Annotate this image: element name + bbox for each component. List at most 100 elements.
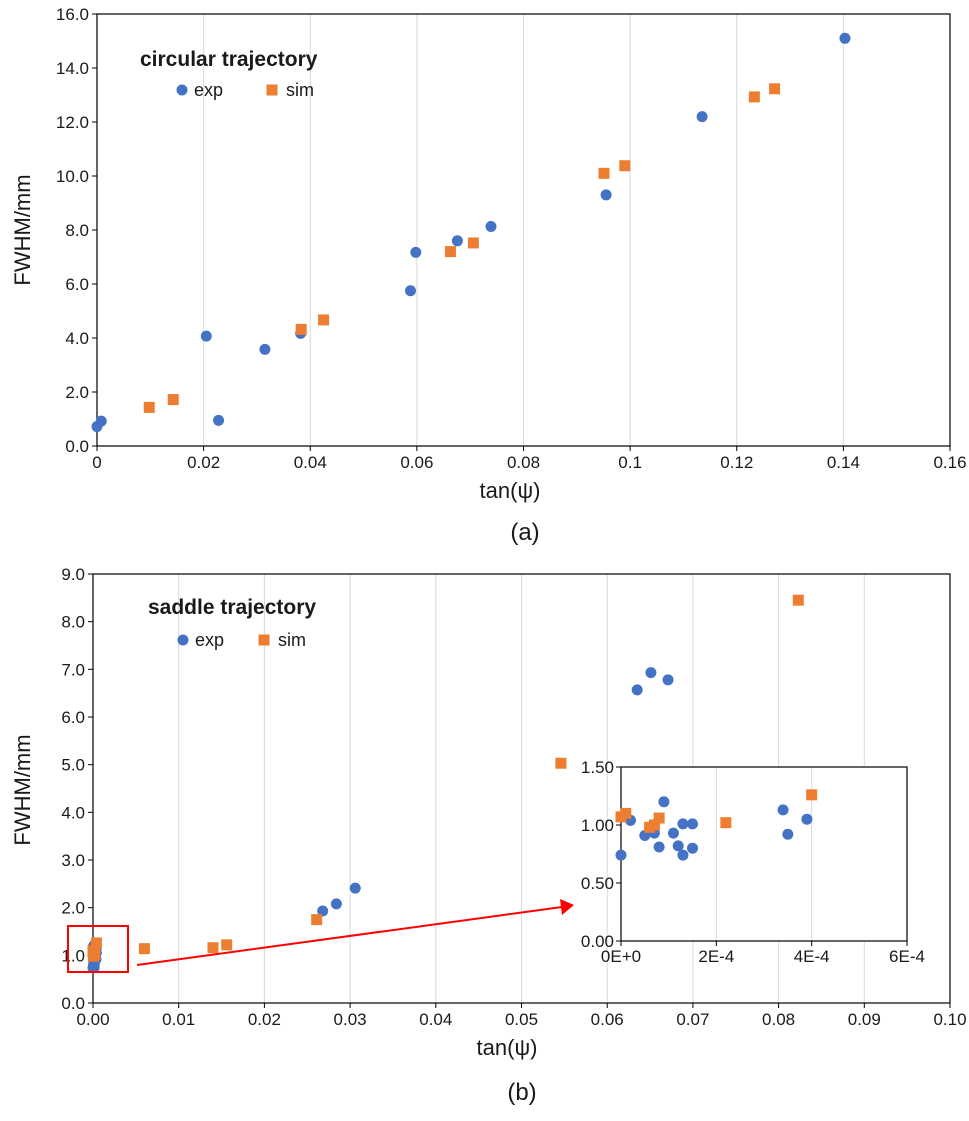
exp-point xyxy=(213,414,225,426)
y-tick-label: 4.0 xyxy=(65,329,89,348)
x-tick-label: 0 xyxy=(92,453,101,472)
x-tick-label: 0.10 xyxy=(933,1010,966,1029)
legend-exp-label: exp xyxy=(194,80,223,100)
exp-point xyxy=(696,111,708,123)
x-tick-label: 0.05 xyxy=(505,1010,538,1029)
sim-point xyxy=(648,819,660,831)
y-tick-label: 0.0 xyxy=(61,994,85,1013)
x-tick-label: 0.03 xyxy=(334,1010,367,1029)
y-tick-label: 2.0 xyxy=(65,383,89,402)
zoom-highlight-box xyxy=(67,925,129,973)
exp-point xyxy=(662,674,674,686)
x-tick-label: 0.14 xyxy=(827,453,860,472)
y-tick-label: 10.0 xyxy=(56,167,89,186)
x-tick-label: 0.12 xyxy=(720,453,753,472)
exp-point xyxy=(317,905,329,917)
sim-point xyxy=(311,914,323,926)
y-tick-label: 0.00 xyxy=(581,932,614,951)
exp-point xyxy=(782,828,794,840)
sim-point xyxy=(555,757,567,769)
y-tick-label: 8.0 xyxy=(65,221,89,240)
x-tick-label: 0.08 xyxy=(762,1010,795,1029)
y-tick-label: 7.0 xyxy=(61,660,85,679)
zoom-arrow-line xyxy=(136,906,563,966)
y-tick-label: 2.0 xyxy=(61,899,85,918)
sim-point xyxy=(619,160,631,172)
sim-point xyxy=(221,939,233,951)
x-axis-label: tan(ψ) xyxy=(477,1035,538,1060)
panel-label: (a) xyxy=(510,519,539,546)
y-tick-label: 3.0 xyxy=(61,851,85,870)
sim-point xyxy=(769,83,781,95)
exp-point xyxy=(259,343,271,355)
x-tick-label: 0.07 xyxy=(676,1010,709,1029)
panel-label: (b) xyxy=(507,1079,536,1106)
exp-point xyxy=(200,330,212,342)
x-tick-label: 0.02 xyxy=(248,1010,281,1029)
y-tick-label: 0.0 xyxy=(65,437,89,456)
sim-point xyxy=(90,937,102,949)
sim-point xyxy=(467,237,479,249)
y-tick-label: 8.0 xyxy=(61,613,85,632)
sim-point xyxy=(653,812,665,824)
chart-a: 0 0.02 0.04 0.06 0.08 0.1 0.12 0.14 0.16 0.0 2.0 4.… xyxy=(10,5,967,546)
y-tick-label: 1.00 xyxy=(581,816,614,835)
chart-title: saddle trajectory xyxy=(148,596,316,619)
y-tick-label: 5.0 xyxy=(61,756,85,775)
exp-point xyxy=(687,842,698,854)
sim-point xyxy=(89,948,101,960)
exp-point xyxy=(95,415,107,427)
y-tick-label: 1.0 xyxy=(61,946,85,965)
x-tick-label: 4E-4 xyxy=(794,947,830,966)
zoom-annotation xyxy=(67,899,574,973)
exp-point xyxy=(485,220,497,232)
x-tick-label: 0.00 xyxy=(76,1010,109,1029)
legend-exp-label: exp xyxy=(195,630,224,650)
x-tick-label: 6E-4 xyxy=(889,947,925,966)
x-tick-label: 0.16 xyxy=(933,453,966,472)
y-tick-label: 1.50 xyxy=(581,758,614,777)
x-tick-label: 0.01 xyxy=(162,1010,195,1029)
y-tick-label: 6.0 xyxy=(65,275,89,294)
legend-exp-marker xyxy=(177,634,189,646)
y-axis-label: FWHM/mm xyxy=(10,174,35,285)
exp-point xyxy=(600,189,612,201)
y-tick-label: 12.0 xyxy=(56,113,89,132)
exp-point xyxy=(349,882,361,894)
series-sim xyxy=(143,83,781,413)
exp-point xyxy=(645,667,657,679)
x-tick-label: 0.02 xyxy=(187,453,220,472)
exp-point xyxy=(677,849,689,861)
sim-point xyxy=(792,594,804,606)
legend-sim-marker xyxy=(266,84,278,96)
exp-point xyxy=(615,849,627,861)
exp-point xyxy=(677,818,689,830)
exp-point xyxy=(672,840,684,852)
x-tick-label: 0.06 xyxy=(591,1010,624,1029)
exp-point xyxy=(410,246,422,258)
x-tick-label: 0.06 xyxy=(400,453,433,472)
sim-point xyxy=(143,401,155,413)
y-tick-label: 0.50 xyxy=(581,874,614,893)
sim-point xyxy=(295,323,307,335)
inset-background xyxy=(621,767,907,941)
y-axis-label: FWHM/mm xyxy=(10,734,35,845)
x-tick-label: 0E+0 xyxy=(601,947,641,966)
sim-point xyxy=(620,807,632,819)
x-tick-label: 0.09 xyxy=(848,1010,881,1029)
exp-point xyxy=(653,841,665,853)
legend-exp-marker xyxy=(176,84,188,96)
exp-point xyxy=(658,796,670,808)
y-tick-label: 16.0 xyxy=(56,5,89,24)
y-tick-label: 14.0 xyxy=(56,59,89,78)
x-tick-label: 2E-4 xyxy=(698,947,734,966)
exp-point xyxy=(631,684,643,696)
inset-chart: 0E+0 2E-4 4E-4 6E-4 0.00 0.50 1.00 1.50 xyxy=(581,758,925,966)
sim-point xyxy=(806,789,818,801)
sim-point xyxy=(207,942,219,954)
sim-point xyxy=(138,943,150,955)
sim-point xyxy=(748,91,760,103)
legend: exp sim xyxy=(176,80,314,100)
exp-point xyxy=(839,32,851,44)
exp-point xyxy=(330,898,342,910)
